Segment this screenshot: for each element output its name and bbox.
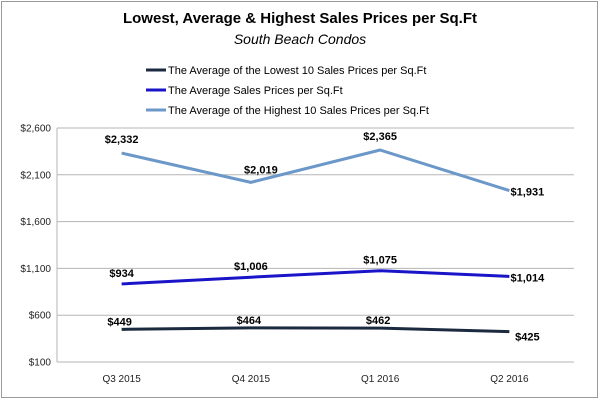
x-tick-label: Q3 2015 (102, 374, 141, 385)
series-line (121, 326, 510, 334)
y-tick-label: $1,600 (20, 217, 51, 228)
data-label: $1,006 (234, 261, 268, 273)
y-tick-label: $600 (29, 311, 52, 322)
y-tick-label: $1,100 (20, 264, 51, 275)
data-label: $2,019 (244, 164, 278, 176)
data-label: $449 (107, 316, 131, 328)
data-label: $2,332 (105, 134, 139, 146)
x-tick-label: Q4 2015 (232, 374, 271, 385)
x-tick-label: Q1 2016 (361, 374, 400, 385)
x-tick-label: Q2 2016 (490, 374, 529, 385)
legend-entry: The Average of the Highest 10 Sales Pric… (168, 105, 429, 117)
series-line (121, 269, 510, 286)
data-label: $464 (237, 315, 262, 327)
y-tick-label: $2,100 (20, 170, 51, 181)
chart-subtitle: South Beach Condos (233, 31, 367, 47)
series-line (121, 148, 510, 193)
data-label: $1,075 (363, 255, 397, 267)
y-tick-label: $100 (29, 358, 52, 369)
data-label: $425 (515, 332, 539, 344)
data-label: $1,931 (511, 187, 545, 199)
data-label: $2,365 (363, 131, 397, 143)
data-label: $934 (109, 268, 134, 280)
y-tick-label: $2,600 (20, 124, 51, 135)
data-label: $1,014 (511, 272, 546, 284)
data-label: $462 (366, 315, 390, 327)
legend-entry: The Average Sales Prices per Sq.Ft (168, 85, 343, 97)
chart-title: Lowest, Average & Highest Sales Prices p… (122, 10, 477, 27)
legend-entry: The Average of the Lowest 10 Sales Price… (168, 65, 426, 77)
